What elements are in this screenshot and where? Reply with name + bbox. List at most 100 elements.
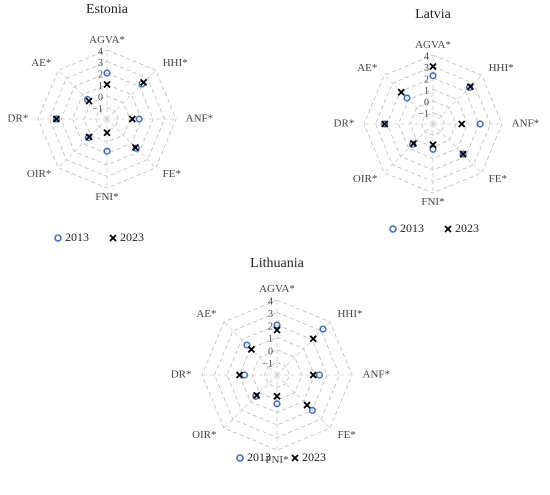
legend-label: 2023	[455, 221, 479, 235]
category-label: OIR*	[192, 429, 216, 441]
category-label: HHI*	[337, 308, 362, 320]
r-tick-label: 4	[424, 51, 429, 62]
cross-marker	[85, 97, 93, 105]
r-tick-label: 4	[98, 46, 103, 57]
point-marker	[240, 371, 249, 379]
cross-marker	[397, 88, 405, 96]
category-label: AGVA*	[259, 283, 295, 295]
point-marker	[403, 94, 411, 102]
legend-marker	[389, 225, 397, 233]
category-label: FE*	[489, 173, 507, 185]
point-marker	[308, 406, 316, 414]
legend-label: 2023	[120, 230, 144, 244]
point-marker	[135, 115, 143, 123]
point-marker	[273, 400, 281, 408]
point-marker	[273, 321, 281, 329]
chart-title: Latvia	[415, 7, 452, 22]
category-label: OIR*	[27, 168, 51, 180]
r-tick-label: 3	[424, 63, 429, 74]
cross-marker	[52, 115, 61, 123]
cross-marker	[409, 139, 418, 148]
point-marker	[243, 341, 251, 349]
cross-marker	[381, 120, 389, 128]
cross-marker	[85, 133, 93, 141]
point-marker	[315, 371, 324, 379]
r-tick-label: 1	[98, 81, 103, 92]
axis-spoke	[276, 374, 331, 429]
chart-title: Estonia	[86, 2, 129, 17]
category-label: OIR*	[353, 173, 377, 185]
point-marker	[476, 120, 484, 128]
cross-marker	[247, 345, 256, 354]
axis-spoke	[223, 374, 278, 429]
cross-marker	[458, 120, 466, 128]
point-marker	[429, 72, 437, 80]
cross-marker	[466, 82, 475, 91]
axis-spoke	[383, 74, 434, 125]
grid-ring	[37, 49, 177, 189]
legend-marker	[291, 454, 299, 462]
category-label: DR*	[8, 113, 29, 125]
grid-ring	[95, 107, 119, 131]
category-label: FNI*	[265, 454, 288, 466]
category-label: FE*	[163, 168, 181, 180]
r-tick-label: −1	[92, 104, 103, 115]
axis-spoke	[106, 118, 157, 169]
axis-spoke	[57, 118, 108, 169]
cross-marker	[273, 392, 281, 400]
cross-marker	[429, 141, 437, 149]
cross-marker	[103, 129, 111, 137]
cross-marker	[253, 391, 261, 399]
r-tick-label: 1	[424, 86, 429, 97]
category-label: ANF*	[512, 118, 540, 130]
r-tick-label: 2	[268, 321, 273, 332]
legend-marker	[444, 225, 452, 233]
legend-label: 2023	[302, 450, 326, 464]
category-label: DR*	[334, 118, 355, 130]
axis-spoke	[57, 69, 108, 120]
cross-marker	[128, 115, 136, 123]
point-marker	[319, 325, 327, 333]
category-label: ANF*	[186, 113, 214, 125]
point-marker	[429, 145, 437, 153]
r-tick-label: 3	[268, 309, 273, 320]
r-tick-label: 1	[268, 334, 273, 345]
cross-marker	[131, 143, 140, 152]
r-tick-label: 2	[424, 74, 429, 85]
grid-ring	[398, 89, 468, 159]
grid-ring	[214, 312, 340, 438]
category-label: ANF*	[363, 369, 391, 381]
axis-spoke	[106, 69, 157, 120]
category-label: AE*	[357, 62, 377, 74]
category-label: DR*	[171, 369, 192, 381]
category-label: AGVA*	[415, 39, 451, 51]
cross-marker	[429, 62, 437, 71]
cross-marker	[273, 326, 281, 334]
cross-marker	[303, 401, 311, 409]
cross-marker	[235, 371, 244, 379]
legend-marker	[54, 234, 62, 242]
category-label: FE*	[337, 429, 355, 441]
r-tick-label: 3	[98, 58, 103, 69]
chart-title: Lithuania	[250, 256, 304, 271]
category-label: FNI*	[421, 196, 444, 208]
point-marker	[381, 120, 389, 128]
legend-label: 2013	[65, 230, 89, 244]
point-marker	[459, 150, 467, 158]
cross-marker	[459, 150, 467, 158]
grid-ring	[251, 349, 303, 401]
legend-label: 2013	[247, 450, 271, 464]
axis-spoke	[432, 74, 483, 125]
legend-marker	[236, 454, 244, 462]
r-tick-label: 0	[268, 346, 273, 357]
point-marker	[52, 115, 61, 123]
cross-marker	[309, 371, 317, 379]
grid-ring	[363, 54, 503, 194]
grid-ring	[226, 324, 328, 426]
r-tick-label: −1	[418, 109, 429, 120]
r-tick-label: 0	[424, 97, 429, 108]
category-label: HHI*	[489, 62, 514, 74]
cross-marker	[103, 80, 111, 89]
point-marker	[103, 147, 111, 155]
